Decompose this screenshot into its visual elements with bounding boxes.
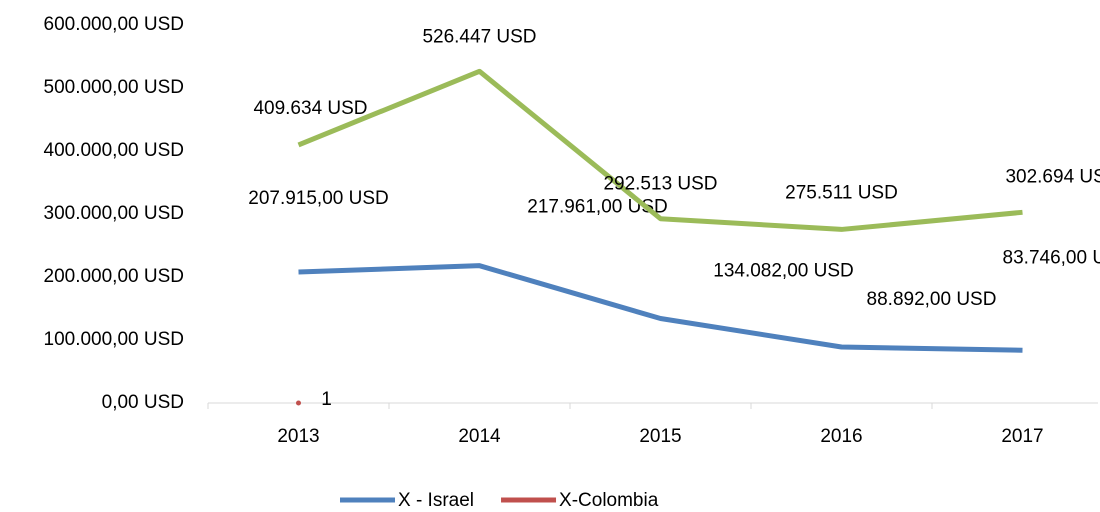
legend-label: X - Israel	[398, 490, 474, 511]
data-label: 1	[321, 389, 332, 410]
y-tick-label: 0,00 USD	[102, 392, 184, 413]
data-label: 83.746,00 USD	[1003, 247, 1100, 268]
x-tick-label: 2013	[277, 426, 319, 447]
data-label: 409.634 USD	[253, 98, 367, 119]
x-tick-label: 2015	[639, 426, 681, 447]
y-tick-label: 100.000,00 USD	[44, 329, 185, 350]
series-line	[298, 263, 1023, 353]
series-point	[296, 400, 301, 406]
data-label: 526.447 USD	[422, 26, 536, 47]
legend-label: X-Colombia	[559, 490, 659, 511]
data-label: 302.694 USD	[1005, 166, 1100, 187]
x-tick-label: 2014	[458, 426, 501, 447]
series-line	[297, 68, 1023, 232]
data-label: 292.513 USD	[603, 174, 717, 195]
data-label: 275.511 USD	[785, 182, 898, 203]
y-tick-label: 500.000,00 USD	[44, 77, 185, 98]
data-label: 217.961,00 USD	[527, 197, 668, 218]
y-tick-label: 200.000,00 USD	[44, 266, 185, 287]
data-label: 207.915,00 USD	[248, 188, 389, 209]
data-label: 88.892,00 USD	[867, 289, 997, 310]
y-tick-label: 300.000,00 USD	[44, 203, 185, 224]
y-tick-label: 400.000,00 USD	[44, 140, 185, 161]
data-label: 134.082,00 USD	[713, 261, 854, 282]
y-tick-label: 600.000,00 USD	[44, 14, 185, 35]
x-tick-label: 2017	[1001, 426, 1043, 447]
x-tick-label: 2016	[820, 426, 862, 447]
